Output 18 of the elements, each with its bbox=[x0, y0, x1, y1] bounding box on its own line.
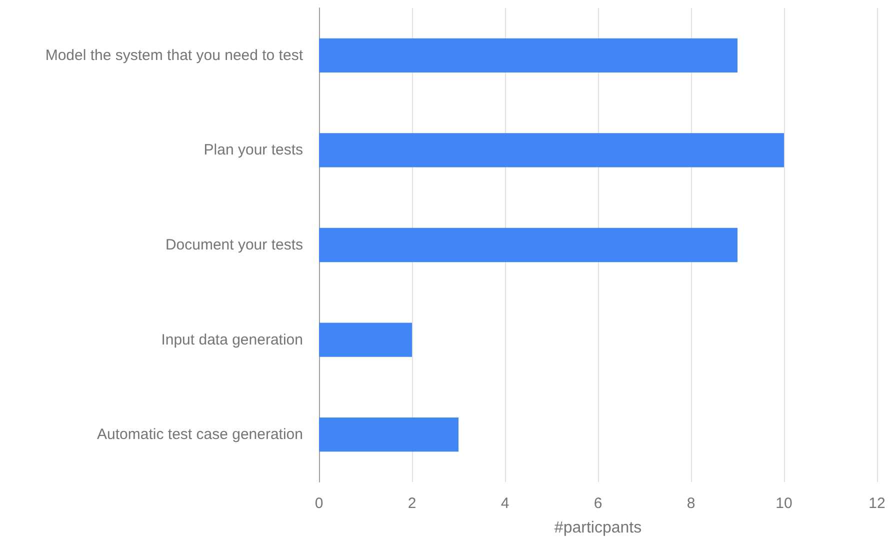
y-tick-label: Plan your tests bbox=[204, 142, 303, 159]
x-tick-label: 2 bbox=[408, 495, 416, 512]
bar bbox=[319, 38, 738, 72]
y-tick-label: Model the system that you need to test bbox=[45, 46, 304, 64]
x-tick-label: 10 bbox=[776, 495, 792, 512]
y-tick-label: Document your tests bbox=[165, 236, 303, 254]
y-tick-label: Input data generation bbox=[161, 331, 303, 348]
x-tick-label: 6 bbox=[594, 495, 602, 512]
x-tick-label: 8 bbox=[686, 495, 696, 512]
x-tick-label: 4 bbox=[500, 495, 510, 512]
x-axis-title: #particpants bbox=[554, 520, 642, 536]
bar bbox=[319, 322, 412, 357]
x-tick-label: 0 bbox=[314, 495, 324, 512]
bar bbox=[319, 418, 458, 452]
bar bbox=[319, 228, 738, 262]
y-tick-label: Automatic test case generation bbox=[97, 426, 303, 444]
bar bbox=[319, 133, 784, 168]
x-tick-label: 12 bbox=[868, 495, 886, 512]
